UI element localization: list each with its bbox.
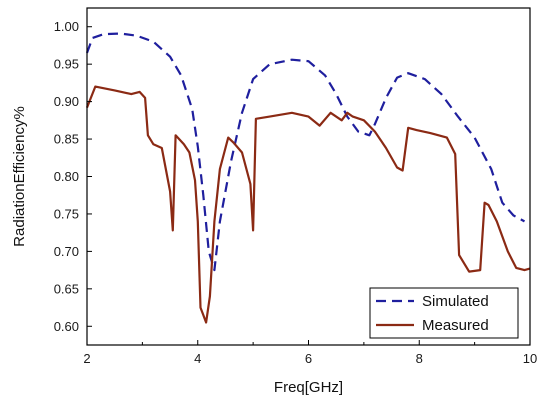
series-layer — [85, 32, 531, 324]
y-tick-label: 0.80 — [54, 169, 79, 184]
series-line-simulated — [85, 32, 526, 272]
y-tick-label: 0.70 — [54, 244, 79, 259]
y-tick-label: 0.65 — [54, 281, 79, 296]
x-tick-label: 6 — [305, 351, 312, 366]
x-axis-title: Freq[GHz] — [274, 379, 343, 396]
x-tick-label: 4 — [194, 351, 201, 366]
y-tick-label: 0.75 — [54, 206, 79, 221]
x-tick-label: 8 — [416, 351, 423, 366]
y-tick-label: 1.00 — [54, 19, 79, 34]
legend-label-measured: Measured — [422, 317, 489, 334]
y-tick-label: 0.85 — [54, 132, 79, 147]
x-tick-label: 10 — [523, 351, 537, 366]
y-tick-label: 0.60 — [54, 319, 79, 334]
ticks-layer: 2 4 6 8 10 0.60 0.65 0.70 0.75 0.80 0.85 0.90 0.95 1.… — [54, 19, 538, 366]
y-tick-label: 0.90 — [54, 94, 79, 109]
y-axis-title: RadiationEfficiency% — [11, 106, 28, 247]
x-tick-label: 2 — [83, 351, 90, 366]
y-tick-label: 0.95 — [54, 57, 79, 72]
series-line-measured — [85, 85, 531, 324]
legend-box — [369, 287, 519, 339]
legend-label-simulated: Simulated — [422, 293, 489, 310]
legend: Simulated Measured — [369, 287, 519, 339]
